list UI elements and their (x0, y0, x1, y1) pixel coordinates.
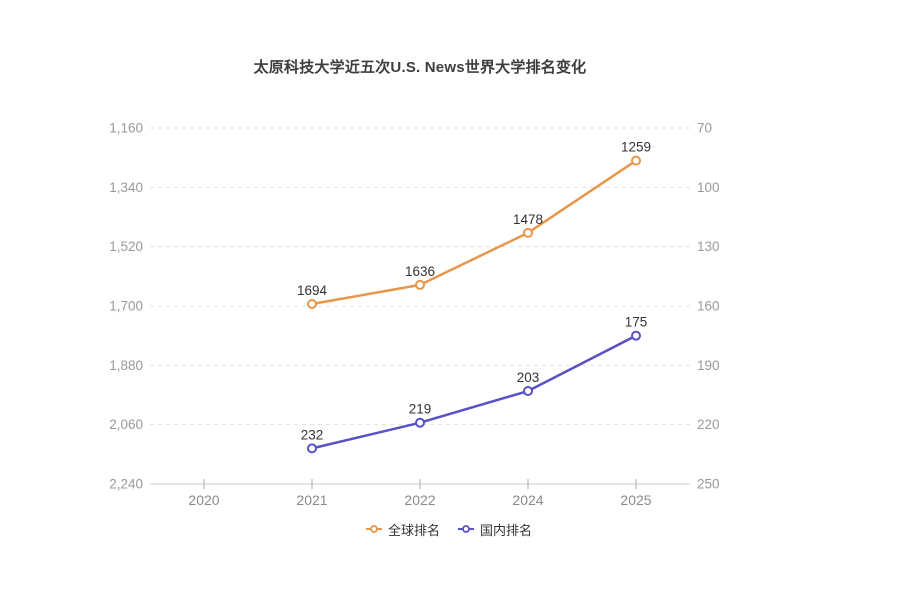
series-line-domestic-ranking (310, 334, 638, 450)
legend-label-global-ranking: 全球排名 (387, 522, 440, 538)
y-axis-label-left: 2,060 (109, 417, 143, 432)
y-axis-label-right: 250 (697, 477, 720, 492)
y-axis-label-right: 130 (697, 239, 720, 254)
x-axis-label: 2020 (188, 492, 219, 508)
data-point-global-ranking-2021[interactable] (307, 299, 317, 310)
legend-item-domestic-ranking[interactable]: 国内排名 (458, 520, 532, 539)
data-label: 203 (517, 370, 540, 385)
y-axis-label-left: 1,880 (109, 358, 143, 373)
y-axis-label-right: 100 (697, 180, 720, 195)
data-label: 175 (625, 315, 648, 330)
legend-label-domestic-ranking: 国内排名 (480, 522, 533, 538)
data-point-domestic-ranking-2021[interactable] (307, 443, 317, 454)
data-label: 1478 (513, 212, 543, 227)
data-label: 1636 (405, 264, 435, 279)
x-axis-label: 2021 (296, 492, 327, 508)
legend-item-global-ranking[interactable]: 全球排名 (365, 520, 440, 539)
data-label: 232 (301, 427, 324, 442)
data-point-domestic-ranking-2022[interactable] (415, 417, 425, 428)
y-axis-label-left: 1,340 (109, 180, 143, 195)
y-axis-label-left: 1,700 (109, 299, 143, 314)
data-point-global-ranking-2025[interactable] (631, 155, 641, 166)
x-axis-label: 2024 (512, 492, 543, 508)
legend-marker-global-ranking (365, 525, 382, 533)
y-axis-label-right: 190 (697, 358, 720, 373)
x-axis-label: 2025 (620, 492, 651, 508)
data-label: 1259 (621, 140, 651, 155)
data-label: 1694 (297, 283, 328, 298)
y-axis-label-left: 1,160 (109, 121, 143, 136)
legend: 全球排名 国内排名 (0, 520, 898, 538)
chart-title: 太原科技大学近五次U.S. News世界大学排名变化 (253, 59, 587, 76)
y-axis-label-right: 70 (697, 121, 712, 136)
y-axis-label-left: 2,240 (109, 477, 143, 492)
data-point-global-ranking-2024[interactable] (523, 227, 533, 238)
series-line-global-ranking (310, 159, 638, 306)
legend-marker-domestic-ranking (458, 525, 474, 533)
data-label: 219 (409, 402, 432, 417)
y-axis-label-right: 160 (697, 299, 720, 314)
x-axis-label: 2022 (404, 492, 435, 508)
data-point-domestic-ranking-2025[interactable] (631, 330, 641, 341)
data-point-domestic-ranking-2024[interactable] (523, 386, 533, 397)
y-axis-label-right: 220 (697, 417, 720, 432)
y-axis-label-left: 1,520 (109, 239, 143, 254)
data-point-global-ranking-2022[interactable] (415, 279, 425, 290)
